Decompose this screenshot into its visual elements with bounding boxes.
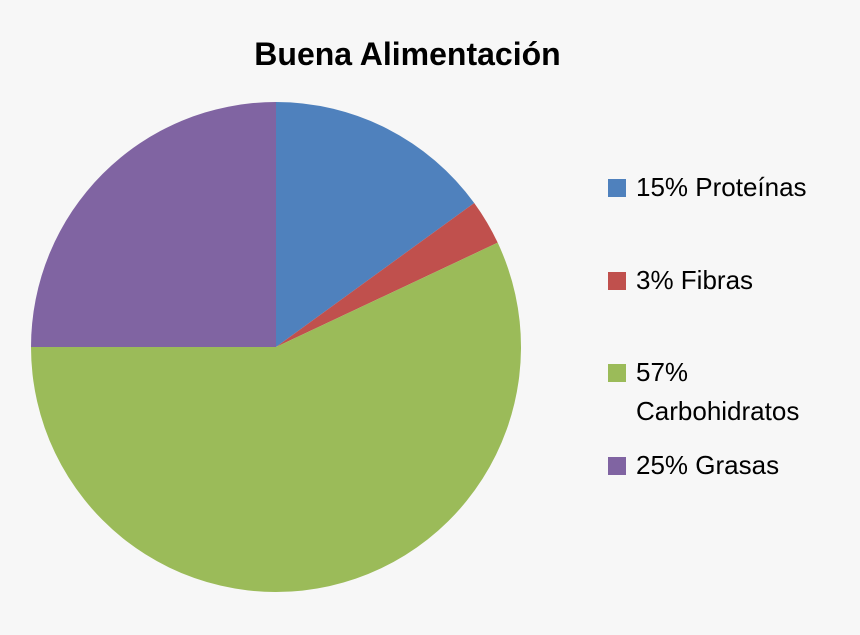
legend-item: 3% Fibras [608, 261, 838, 300]
legend-item: 15% Proteínas [608, 168, 838, 207]
legend-label: 15% Proteínas [636, 172, 807, 202]
legend-swatch [608, 364, 626, 382]
legend-item: 25% Grasas [608, 446, 838, 485]
pie-slice [276, 102, 475, 347]
legend-swatch [608, 179, 626, 197]
pie-slice [276, 202, 498, 347]
pie-slice [31, 102, 276, 347]
legend-swatch [608, 457, 626, 475]
legend-label: 3% Fibras [636, 265, 754, 295]
legend-label: 25% Grasas [636, 450, 780, 480]
legend-swatch [608, 272, 626, 290]
legend-label: 57% Carbohidratos [636, 357, 800, 426]
pie-slice [31, 242, 522, 593]
chart-title: Buena Alimentación [254, 36, 561, 72]
legend-item: 57% Carbohidratos [608, 353, 838, 431]
